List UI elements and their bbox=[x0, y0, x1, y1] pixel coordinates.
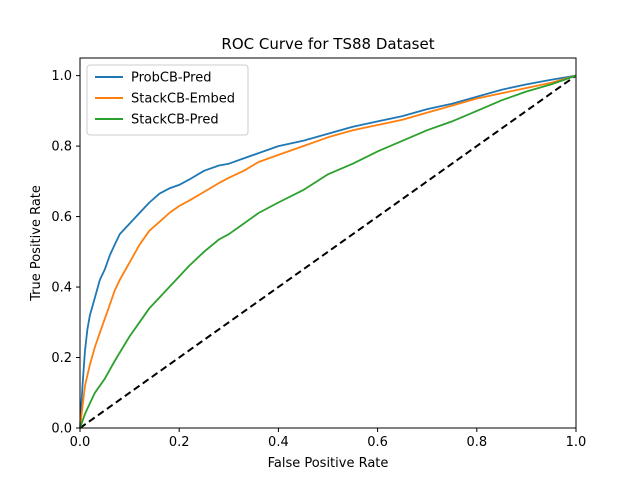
x-tick-label: 0.0 bbox=[70, 435, 91, 450]
y-tick-label: 0.4 bbox=[51, 281, 72, 296]
series-line-0 bbox=[79, 74, 577, 429]
x-tick-label: 1.0 bbox=[566, 435, 587, 450]
chart-title: ROC Curve for TS88 Dataset bbox=[221, 35, 434, 53]
y-tick-label: 0.6 bbox=[51, 210, 72, 225]
legend-label: StackCB-Embed bbox=[131, 92, 235, 107]
x-axis: 0.0 0.2 0.4 0.6 0.8 1.0 bbox=[70, 428, 587, 450]
y-tick-label: 0.8 bbox=[51, 140, 72, 155]
legend-label: StackCB-Pred bbox=[131, 113, 219, 128]
plot-area bbox=[79, 74, 577, 429]
y-axis: 0.0 0.2 0.4 0.6 0.8 1.0 bbox=[51, 69, 80, 437]
x-tick-label: 0.2 bbox=[169, 435, 190, 450]
legend: ProbCB-Pred StackCB-Embed StackCB-Pred bbox=[86, 64, 249, 136]
legend-label: ProbCB-Pred bbox=[131, 71, 211, 86]
plot-frame bbox=[79, 57, 577, 429]
x-tick-label: 0.8 bbox=[466, 435, 487, 450]
chance-diagonal-line bbox=[79, 74, 577, 429]
legend-box bbox=[86, 64, 249, 136]
y-tick-label: 0.0 bbox=[51, 422, 72, 437]
y-tick-label: 0.2 bbox=[51, 351, 72, 366]
x-tick-label: 0.4 bbox=[268, 435, 289, 450]
series-line-2 bbox=[79, 74, 577, 429]
y-axis-label: True Positive Rate bbox=[29, 185, 44, 302]
series-line-1 bbox=[79, 74, 577, 429]
x-axis-label: False Positive Rate bbox=[268, 456, 389, 471]
x-tick-label: 0.6 bbox=[367, 435, 388, 450]
y-tick-label: 1.0 bbox=[51, 69, 72, 84]
